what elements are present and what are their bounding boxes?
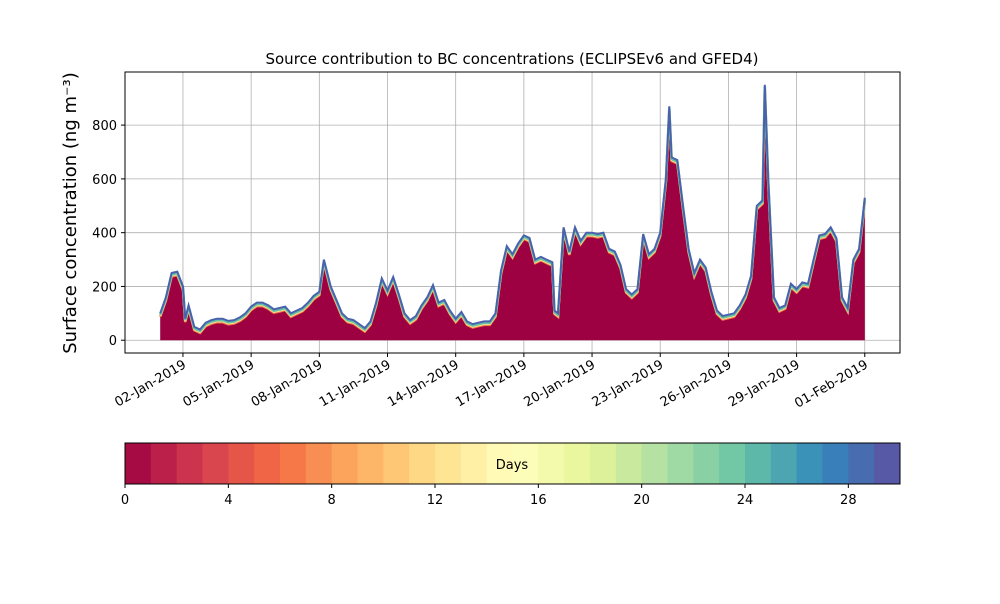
- colorbar-tick-label: 20: [633, 493, 650, 508]
- colorbar-cell: [512, 443, 539, 484]
- y-tick-label: 600: [92, 173, 117, 188]
- colorbar-cell: [305, 443, 333, 484]
- plot-frame: [124, 71, 901, 354]
- colorbar-tick-label: 4: [224, 493, 232, 508]
- colorbar-cell: [693, 443, 720, 484]
- outline: [159, 84, 866, 331]
- x-tick-label: 20-Jan-2019: [521, 357, 598, 410]
- chart-title: Source contribution to BC concentrations…: [265, 50, 758, 68]
- colorbar-cell: [770, 443, 798, 484]
- y-axis-label: Surface concentration (ng m⁻³): [60, 72, 81, 354]
- x-tick-label: 01-Feb-2019: [792, 357, 871, 411]
- colorbar-cell: [460, 443, 488, 484]
- x-tick-label: 26-Jan-2019: [658, 357, 735, 410]
- colorbar-cell: [435, 443, 462, 484]
- colorbar-cell: [202, 443, 229, 484]
- x-tick-label: 23-Jan-2019: [590, 357, 667, 410]
- colorbar-tick-label: 24: [737, 493, 754, 508]
- colorbar-cell: [228, 443, 255, 484]
- colorbar-cell: [615, 443, 643, 484]
- colorbar-cell: [874, 443, 901, 484]
- colorbar-cell: [822, 443, 849, 484]
- colorbar-tick-label: 8: [328, 493, 336, 508]
- x-tick-label: 02-Jan-2019: [112, 357, 189, 410]
- colorbar-frame: [124, 442, 901, 485]
- colorbar-cell: [590, 443, 617, 484]
- y-tick-label: 400: [92, 227, 117, 242]
- colorbar-tick-label: 0: [121, 493, 129, 508]
- colorbar-cell: [383, 443, 410, 484]
- colorbar-cell: [719, 443, 746, 484]
- colorbar-cell: [641, 443, 668, 484]
- colorbar-cell: [176, 443, 203, 484]
- colorbar-cell: [848, 443, 875, 484]
- colorbar-cell: [254, 443, 281, 484]
- colorbar-cell: [409, 443, 436, 484]
- colorbar-cell: [331, 443, 358, 484]
- colorbar-cell: [564, 443, 591, 484]
- colorbar-cell: [280, 443, 307, 484]
- x-tick-label: 05-Jan-2019: [181, 357, 258, 410]
- colorbar-tick-label: 16: [530, 493, 547, 508]
- colorbar-label: Days: [496, 458, 529, 473]
- y-tick-label: 0: [109, 334, 117, 349]
- colorbar-cell: [796, 443, 823, 484]
- x-tick-label: 17-Jan-2019: [453, 357, 530, 410]
- x-tick-label: 14-Jan-2019: [385, 357, 462, 410]
- colorbar-cell: [745, 443, 772, 484]
- x-tick-label: 11-Jan-2019: [317, 357, 394, 410]
- colorbar-cell: [486, 443, 513, 484]
- colorbar-cell: [667, 443, 694, 484]
- y-tick-label: 800: [92, 119, 117, 134]
- colorbar-cell: [357, 443, 384, 484]
- colorbar-cell: [125, 443, 152, 484]
- x-tick-label: 29-Jan-2019: [726, 357, 803, 410]
- area: [160, 84, 865, 341]
- colorbar-cell: [538, 443, 565, 484]
- y-tick-label: 200: [92, 280, 117, 295]
- x-tick-label: 08-Jan-2019: [249, 357, 326, 410]
- colorbar-cell: [150, 443, 178, 484]
- colorbar-tick-label: 28: [840, 493, 857, 508]
- colorbar-tick-label: 12: [427, 493, 444, 508]
